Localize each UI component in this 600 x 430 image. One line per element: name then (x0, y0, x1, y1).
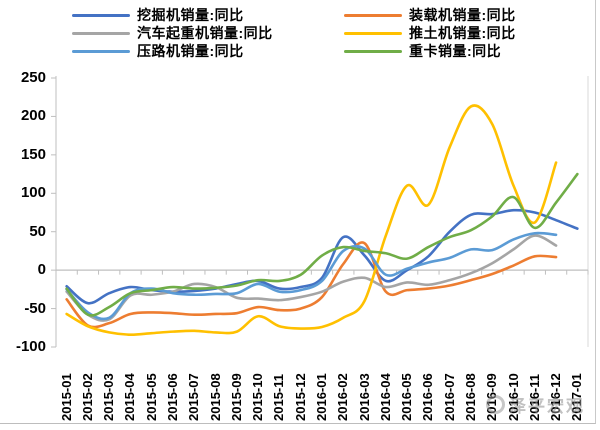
legend-item: 推土机销量:同比 (344, 24, 594, 42)
y-tick-label: 0 (37, 261, 46, 279)
x-tick-label: 2015-06 (165, 373, 181, 421)
series-line-3 (65, 104, 558, 337)
x-tick-label: 2015-01 (58, 373, 74, 421)
y-tick-label: 50 (29, 222, 46, 240)
legend-line-swatch (344, 13, 402, 17)
series-line-4 (65, 231, 558, 321)
series-line-2 (65, 234, 558, 322)
x-tick-label: 2016-12 (548, 373, 564, 421)
x-tick-label: 2015-10 (250, 373, 266, 421)
legend-item: 重卡销量:同比 (344, 42, 594, 60)
x-tick-label: 2016-05 (399, 373, 415, 421)
y-tick-label: -100 (15, 338, 46, 355)
legend-item: 汽车起重机销量:同比 (72, 24, 344, 42)
legend-item: 挖掘机销量:同比 (72, 6, 344, 24)
legend-line-swatch (72, 49, 130, 53)
x-tick-label: 2015-03 (101, 373, 117, 421)
x-tick-label: 2015-09 (228, 373, 244, 421)
x-tick-label: 2015-11 (271, 374, 287, 421)
y-tick-label: 150 (20, 145, 46, 163)
x-tick-label: 2015-08 (207, 373, 223, 421)
legend-line-swatch (344, 49, 402, 53)
y-tick-label: -50 (24, 299, 46, 317)
legend-label: 挖掘机销量:同比 (137, 7, 244, 23)
x-tick-label: 2016-09 (484, 373, 500, 421)
legend-line-swatch (344, 31, 402, 35)
x-tick-label: 2015-07 (186, 373, 202, 421)
y-tick-label: 200 (20, 107, 46, 125)
x-tick-label: 2016-02 (335, 373, 351, 421)
legend: 挖掘机销量:同比 装载机销量:同比汽车起重机销量:同比 推土机销量:同比压路机销量:… (72, 6, 594, 60)
x-tick-label: 2016-11 (526, 374, 542, 421)
legend-item: 压路机销量:同比 (72, 42, 344, 60)
x-tick-label: 2016-06 (420, 373, 436, 421)
legend-line-swatch (72, 13, 130, 17)
y-tick-label: 250 (20, 69, 46, 86)
x-tick-label: 2015-05 (143, 373, 159, 421)
x-tick-label: 2016-10 (505, 373, 521, 421)
legend-line-swatch (72, 31, 130, 35)
legend-item: 装载机销量:同比 (344, 6, 594, 24)
legend-label: 推土机销量:同比 (409, 25, 516, 41)
x-tick-label: 2016-04 (377, 373, 393, 421)
x-tick-label: 2016-07 (441, 373, 457, 421)
x-tick-label: 2016-01 (314, 373, 329, 421)
series-line-1 (65, 241, 558, 329)
legend-label: 汽车起重机销量:同比 (137, 25, 273, 41)
x-tick-label: 2015-04 (122, 373, 138, 421)
legend-label: 重卡销量:同比 (409, 43, 502, 59)
series-line-5 (65, 172, 579, 317)
x-tick-label: 2015-02 (79, 373, 95, 421)
x-tick-label: 2017-01 (569, 373, 585, 421)
legend-label: 压路机销量:同比 (137, 43, 244, 59)
series-lines (65, 104, 579, 337)
y-tick-label: 100 (20, 184, 46, 202)
legend-label: 装载机销量:同比 (409, 7, 516, 23)
x-tick-label: 2016-08 (462, 373, 478, 421)
x-tick-label: 2016-03 (356, 373, 372, 421)
x-tick-label: 2015-12 (292, 373, 308, 421)
